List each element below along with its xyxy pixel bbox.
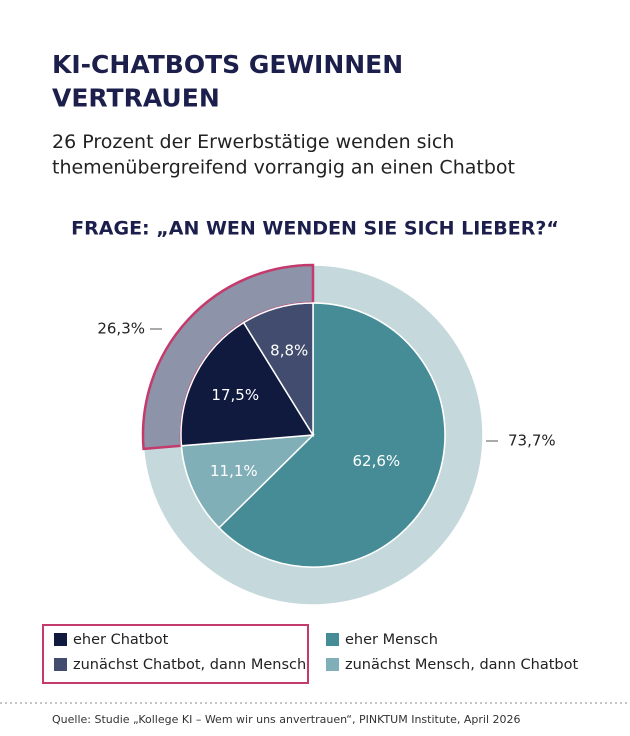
question: FRAGE: „AN WEN WENDEN SIE SICH LIEBER?“ [71,218,559,240]
legend-label: eher Mensch [345,632,438,648]
legend-label: eher Chatbot [73,632,169,648]
inner-slice [218,302,446,568]
chart-title: KI-CHATBOTS GEWINNEN VERTRAUEN [52,50,403,112]
legend-swatch [326,658,339,671]
data-label: 73,7% [508,432,556,450]
data-label: 11,1% [210,462,258,480]
legend-swatch [326,633,339,646]
source: Quelle: Studie „Kollege KI – Wem wir uns… [52,713,521,726]
legend-label: zunächst Mensch, dann Chatbot [345,657,578,673]
data-label: 62,6% [353,452,401,470]
data-label: 26,3% [97,320,145,338]
legend-swatch [54,658,67,671]
inner-slice [180,321,315,447]
data-label: 17,5% [211,386,259,404]
legend-swatch [54,633,67,646]
inner-slice [242,302,314,438]
legend-label: zunächst Chatbot, dann Mensch [73,657,306,673]
inner-slice [180,434,315,529]
chart-subtitle: 26 Prozent der Erwerbstätige wenden sich… [52,131,515,178]
data-label: 8,8% [270,342,308,360]
legend-highlight [42,624,309,684]
